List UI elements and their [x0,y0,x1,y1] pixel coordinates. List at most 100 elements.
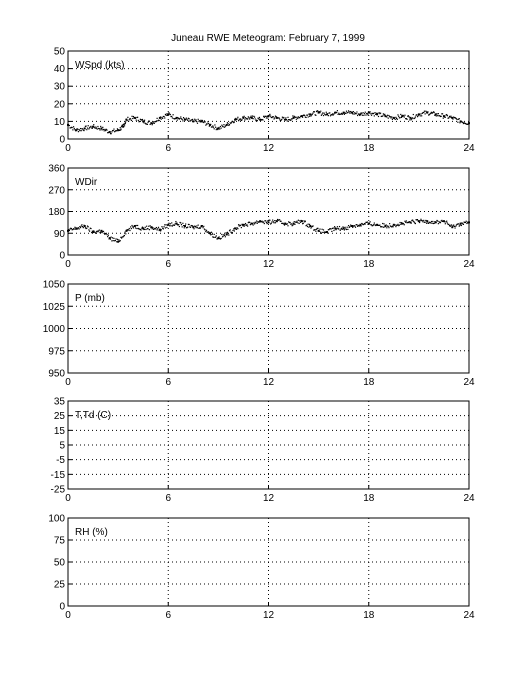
data-point [185,227,187,229]
data-point [106,233,108,236]
data-point [437,223,439,225]
data-point [432,220,434,223]
data-point [214,124,216,126]
data-point [67,229,69,232]
data-point [206,123,208,125]
data-point [141,119,143,121]
data-point [100,127,103,130]
data-point [120,126,123,128]
data-point [455,117,457,119]
data-point [380,115,382,118]
data-point [116,130,118,132]
data-point [303,114,305,116]
data-point [104,233,106,235]
data-point [453,224,455,226]
data-point [435,221,437,223]
data-point [407,221,409,224]
y-tick-label: 50 [54,558,66,569]
data-point [373,222,375,224]
data-point [205,124,207,126]
data-point [423,111,425,114]
data-point [92,231,95,234]
data-point [99,232,101,234]
data-point [166,113,168,115]
data-point [340,227,343,229]
data-point [77,131,80,133]
data-point [438,221,440,223]
data-point [157,120,159,122]
data-point [338,228,340,230]
data-point [186,227,188,229]
data-point [286,119,288,121]
data-point [305,116,307,119]
data-point [267,115,270,118]
data-point [276,117,279,119]
data-point [249,116,251,118]
y-tick-label: 0 [59,251,65,262]
data-point [95,127,98,129]
data-point [194,225,197,228]
data-point [304,114,306,117]
data-point [441,113,443,115]
data-point [77,227,80,229]
data-point [415,219,417,221]
data-point [353,113,355,115]
data-point [342,227,345,230]
data-point [244,222,247,225]
data-point [206,231,208,233]
data-point [153,228,155,230]
data-point [299,221,302,223]
data-point [228,234,230,236]
data-point [146,123,148,125]
data-point [440,220,442,222]
data-point [116,128,119,130]
data-point [428,221,430,223]
data-point [266,223,268,225]
data-point [207,231,209,233]
data-point [133,225,136,227]
y-tick-label: 35 [54,397,66,408]
data-point [203,120,206,122]
data-point [338,112,340,114]
data-point [295,221,297,223]
y-tick-label: 50 [54,47,66,58]
data-point [308,226,310,228]
data-point [418,221,421,224]
data-point [448,115,451,117]
data-point [117,240,120,243]
data-point [377,224,380,226]
data-point [295,221,297,223]
data-point [160,118,162,120]
figure-title: Juneau RWE Meteogram: February 7, 1999 [171,33,365,44]
data-point [225,123,228,126]
data-point [267,221,270,224]
data-point [351,225,354,227]
data-point [404,114,406,116]
data-point [414,116,416,118]
data-point [205,230,207,233]
data-point [346,226,348,228]
data-point [180,116,182,118]
data-point [398,115,400,117]
data-point [218,236,220,238]
data-point [212,236,215,238]
data-point [357,113,359,115]
data-point [185,117,187,119]
data-point [414,222,416,225]
data-point [162,117,164,120]
data-point [343,113,345,115]
data-point [325,113,328,116]
data-point [366,113,368,115]
data-point [274,222,277,224]
x-tick-label: 0 [65,259,71,270]
data-point [89,126,91,128]
data-point [120,236,122,238]
data-point [454,227,456,229]
data-point [349,112,351,114]
data-point [430,222,432,224]
data-point [464,221,467,224]
data-point [253,116,256,118]
data-point [237,228,239,230]
data-point [229,229,231,231]
data-point [198,120,201,122]
